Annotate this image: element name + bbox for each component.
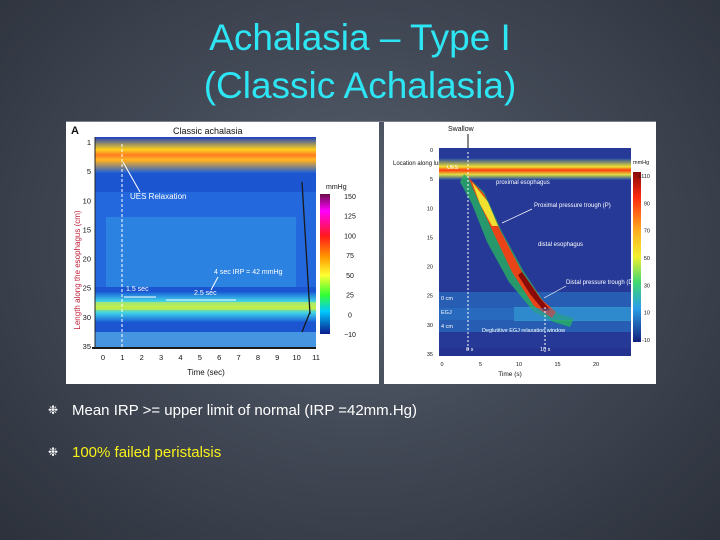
right-x-tick: 20 [593, 362, 599, 368]
right-x-tick: 15 [554, 362, 560, 368]
left-xlabel: Time (sec) [187, 368, 225, 377]
ues-relaxation-label: UES Relaxation [130, 192, 186, 201]
right-x-tick: 0 [440, 362, 443, 368]
proximal-trough-label: Proximal pressure trough (P) [534, 203, 611, 209]
left-x-tick: 0 [101, 353, 105, 362]
zero-s-label: 0 s [466, 347, 474, 353]
time-1-5-label: 1.5 sec [126, 286, 149, 293]
title-divider [66, 121, 656, 122]
left-colorbar [320, 194, 330, 334]
right-colorbar-tick: 30 [644, 283, 650, 289]
irp-label: 4 sec IRP = 42 mmHg [214, 269, 283, 276]
left-y-tick: 15 [83, 225, 91, 234]
right-colorbar-tick: ≥110 [638, 174, 650, 180]
left-y-tick: 1 [87, 138, 91, 147]
proximal-esophagus-label: proximal esophagus [496, 180, 550, 186]
left-y-tick: 20 [83, 255, 91, 264]
location-label: Location along lumen (cm) [393, 161, 464, 167]
bullet-item: ❉ Mean IRP >= upper limit of normal (IRP … [48, 402, 417, 419]
right-x-ticks: 0 5 10 15 20 [440, 362, 599, 368]
left-x-tick: 8 [256, 353, 260, 362]
normal-swallow-figure: Swallow Location along lumen (cm) 0 5 10 15… [384, 122, 656, 384]
left-colorbar-tick: 100 [344, 233, 356, 240]
four-cm-label: 4 cm [441, 324, 453, 330]
classic-achalasia-figure: A Classic achalasia Length along the eso… [66, 122, 379, 384]
left-x-tick: 3 [159, 353, 163, 362]
left-x-tick: 10 [292, 353, 300, 362]
right-y-tick: 0 [430, 148, 433, 154]
ten-s-label: 10 s [540, 347, 551, 353]
left-y-tick: 35 [83, 342, 91, 351]
bullet-text: 100% failed peristalsis [72, 444, 222, 461]
right-colorbar-tick: 70 [644, 229, 650, 235]
location-label-text: Location along lumen (cm) [393, 161, 464, 167]
left-colorbar-tick: −10 [344, 332, 356, 339]
left-y-tick: 25 [83, 284, 91, 293]
left-caption: Classic achalasia [173, 126, 243, 136]
bullet-icon: ❉ [48, 445, 59, 459]
left-x-tick: 1 [120, 353, 124, 362]
right-y-tick: 10 [427, 206, 433, 212]
right-colorbar-tick: 10 [644, 311, 650, 317]
left-colorbar-tick: 25 [346, 293, 354, 300]
slide-title-line-1: Achalasia – Type I [209, 17, 511, 58]
left-x-tick: 4 [178, 353, 182, 362]
right-xlabel: Time (s) [498, 371, 522, 378]
right-colorbar-unit: mmHg [633, 160, 649, 166]
left-x-tick: 2 [140, 353, 144, 362]
distal-esophagus-label: distal esophagus [538, 242, 583, 248]
left-colorbar-tick: 75 [346, 253, 354, 260]
right-colorbar [633, 172, 641, 342]
right-y-tick: 5 [430, 177, 433, 183]
right-y-tick: 25 [427, 294, 433, 300]
right-colorbar-ticks: ≥110 90 70 50 30 10 -10 [638, 174, 650, 344]
left-x-ticks: 0 1 2 3 4 5 6 7 8 9 10 11 [101, 353, 320, 362]
right-x-tick: 5 [479, 362, 482, 368]
left-colorbar-tick: 150 [344, 194, 356, 201]
left-colorbar-unit: mmHg [326, 184, 347, 191]
bullet-text: Mean IRP >= upper limit of normal (IRP =… [72, 402, 417, 419]
right-colorbar-tick: -10 [642, 338, 650, 344]
right-colorbar-tick: 90 [644, 201, 650, 207]
left-y-tick: 30 [83, 313, 91, 322]
slide-title-line-2: (Classic Achalasia) [203, 65, 517, 106]
egj-label: EGJ [441, 310, 452, 316]
slide-title: Achalasia – Type I (Classic Achalasia) [0, 14, 720, 110]
left-colorbar-ticks: 150 125 100 75 50 25 0 −10 [344, 194, 356, 339]
left-x-tick: 5 [198, 353, 202, 362]
zero-cm-label: 0 cm [441, 296, 453, 302]
left-ylabel: Length along the esophagus (cm) [73, 210, 82, 330]
right-y-tick: 30 [427, 323, 433, 329]
left-x-tick: 11 [312, 353, 320, 362]
right-y-tick: 15 [427, 235, 433, 241]
distal-trough-label: Distal pressure trough (D) [566, 280, 635, 286]
right-y-tick: 20 [427, 265, 433, 271]
right-ues-band [439, 158, 631, 180]
swallow-label: Swallow [448, 126, 475, 133]
left-x-tick: 9 [275, 353, 279, 362]
right-colorbar-tick: 50 [644, 256, 650, 262]
deglutitive-label: Deglutitive EGJ relaxation window [482, 328, 565, 334]
ues-label: UES [447, 165, 459, 171]
right-y-ticks: 0 5 10 15 20 25 30 35 [427, 148, 433, 358]
panel-letter: A [71, 125, 79, 137]
left-colorbar-tick: 50 [346, 273, 354, 280]
left-x-tick: 7 [236, 353, 240, 362]
classic-achalasia-plot: A Classic achalasia Length along the eso… [71, 125, 356, 377]
right-x-tick: 10 [516, 362, 522, 368]
left-x-tick: 6 [217, 353, 221, 362]
time-2-5-label: 2.5 sec [194, 290, 217, 297]
normal-swallow-plot: Swallow Location along lumen (cm) 0 5 10 15… [393, 126, 650, 378]
left-colorbar-tick: 125 [344, 214, 356, 221]
bullet-icon: ❉ [48, 403, 59, 417]
left-y-tick: 5 [87, 167, 91, 176]
left-colorbar-tick: 0 [348, 312, 352, 319]
left-y-tick: 10 [83, 196, 91, 205]
bullet-item: ❉ 100% failed peristalsis [48, 444, 221, 461]
right-y-tick: 35 [427, 352, 433, 358]
